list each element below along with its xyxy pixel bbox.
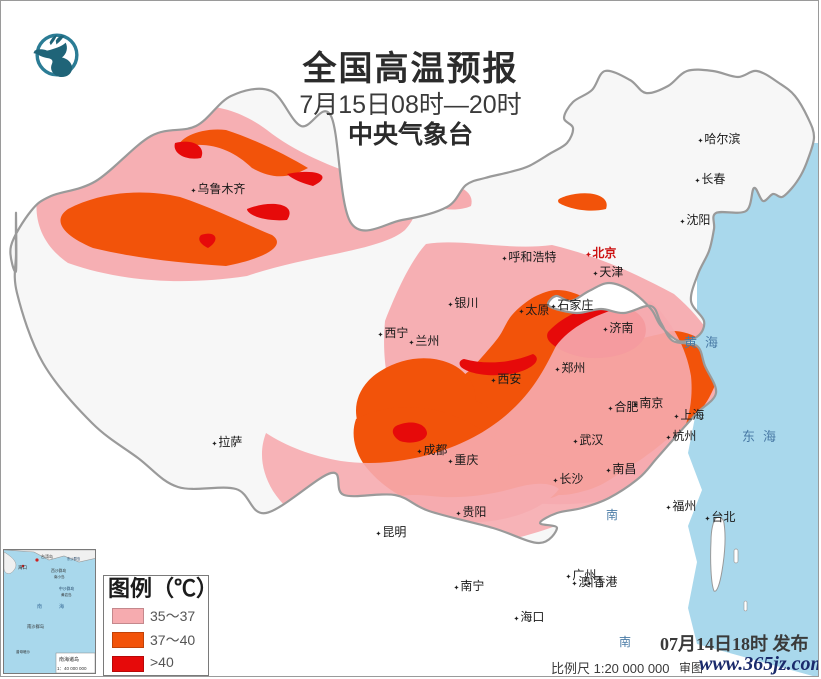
svg-text:东海: 东海: [742, 429, 784, 444]
svg-text:南: 南: [606, 507, 618, 522]
svg-text:中沙群岛: 中沙群岛: [59, 586, 74, 591]
svg-text:南沙群岛: 南沙群岛: [27, 623, 44, 630]
svg-text:西沙群岛: 西沙群岛: [51, 568, 66, 573]
svg-text:南: 南: [619, 634, 631, 649]
svg-text:黄海: 黄海: [684, 335, 726, 350]
svg-text:南小岛: 南小岛: [54, 574, 65, 579]
svg-text:南: 南: [37, 603, 42, 610]
svg-text:黄岩岛: 黄岩岛: [61, 592, 72, 597]
svg-text:南海诸岛: 南海诸岛: [59, 656, 79, 663]
svg-text:台湾岛: 台湾岛: [41, 553, 53, 559]
svg-text:海: 海: [59, 603, 64, 610]
svg-text:曾母暗沙: 曾母暗沙: [16, 649, 30, 654]
svg-text:1：40 000 000: 1：40 000 000: [57, 666, 87, 671]
svg-text:东沙群岛: 东沙群岛: [67, 556, 81, 561]
svg-text:海口: 海口: [18, 564, 27, 571]
